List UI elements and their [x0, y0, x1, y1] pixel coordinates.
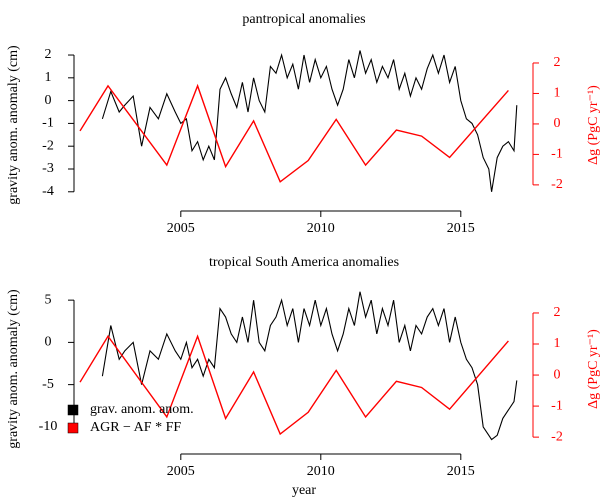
- y2-axis-label: Δg (PgC yr⁻¹): [586, 85, 601, 165]
- y2-tick-label: 1: [554, 336, 561, 351]
- y-tick-label: 0: [45, 93, 52, 108]
- y-axis-label: gravity anom. anomaly (cm): [6, 289, 21, 449]
- y-tick-label: -3: [42, 161, 54, 176]
- y2-tick-label: -1: [551, 147, 563, 162]
- x-tick-label: 2005: [167, 221, 195, 236]
- x-axis-label: year: [292, 483, 316, 498]
- y-tick-label: -10: [39, 419, 58, 434]
- y2-tick-label: -2: [551, 177, 563, 192]
- y-tick-label: 2: [45, 47, 52, 62]
- x-tick-label: 2005: [167, 464, 195, 479]
- panel-title: tropical South America anomalies: [209, 255, 399, 270]
- x-tick-label: 2015: [447, 464, 475, 479]
- legend-swatch: [67, 422, 79, 434]
- y2-tick-label: 2: [554, 305, 561, 320]
- panel-title: pantropical anomalies: [242, 12, 365, 27]
- y-tick-label: -5: [42, 377, 54, 392]
- x-tick-label: 2015: [447, 221, 475, 236]
- y2-tick-label: 1: [554, 86, 561, 101]
- data-line: [79, 334, 509, 436]
- y-tick-label: 0: [45, 335, 52, 350]
- legend-label: grav. anom. anom.: [90, 402, 194, 417]
- y2-tick-label: -1: [551, 398, 563, 413]
- x-tick-label: 2010: [307, 464, 335, 479]
- x-tick-label: 2010: [307, 221, 335, 236]
- data-line: [101, 50, 518, 192]
- data-line: [79, 83, 509, 183]
- legend-label: AGR − AF * FF: [90, 420, 181, 435]
- y-axis-label: gravity anom. anomaly (cm): [6, 45, 21, 205]
- y-tick-label: 5: [45, 292, 52, 307]
- y-tick-label: -4: [42, 184, 54, 199]
- y2-tick-label: 0: [554, 116, 561, 131]
- legend-swatch: [67, 404, 79, 416]
- y2-tick-label: 0: [554, 367, 561, 382]
- y-tick-label: -2: [42, 138, 54, 153]
- y2-tick-label: 2: [554, 55, 561, 70]
- data-line: [101, 291, 518, 441]
- y-tick-label: 1: [45, 70, 52, 85]
- y2-axis-label: Δg (PgC yr⁻¹): [586, 329, 601, 409]
- y2-tick-label: -2: [551, 429, 563, 444]
- y-tick-label: -1: [42, 116, 54, 131]
